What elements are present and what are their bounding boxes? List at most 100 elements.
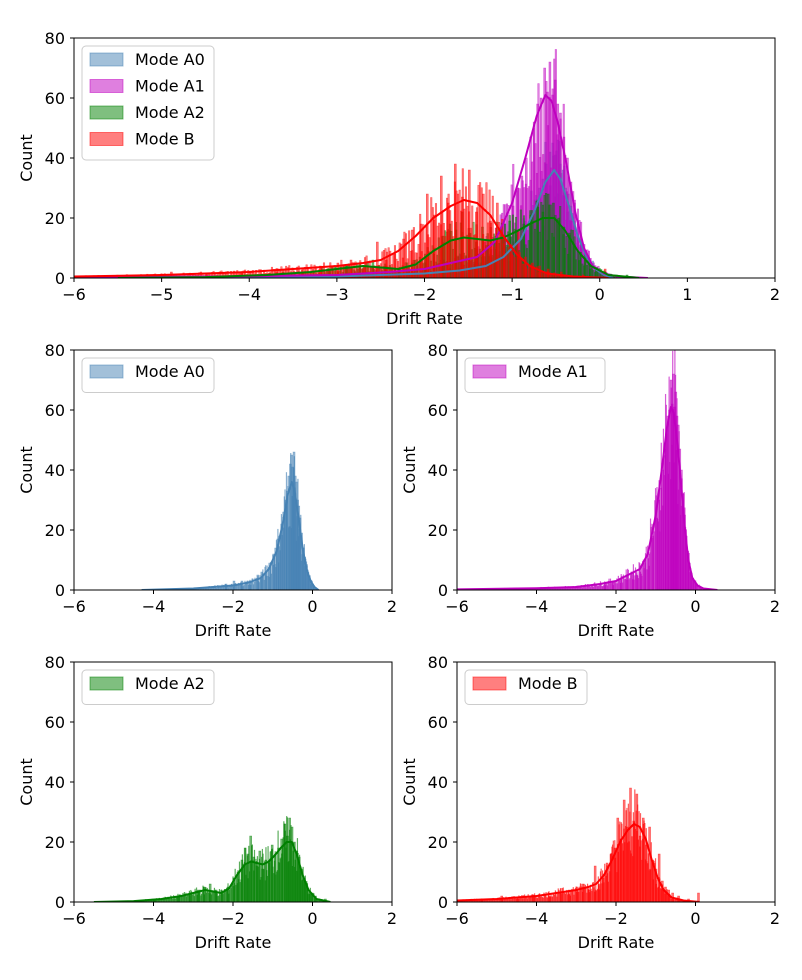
hist-bar [297,856,301,902]
hist-bar [491,195,494,278]
hist-bar [433,214,436,278]
hist-bar [559,112,562,278]
x-tick-label: −6 [62,909,86,928]
x-axis-label: Drift Rate [578,621,655,640]
x-axis-label: Drift Rate [386,309,463,328]
x-tick-label: −6 [62,597,86,616]
y-tick-label: 60 [428,713,448,732]
y-tick-label: 40 [428,773,448,792]
hist-bar [659,487,662,590]
hist-bar [482,193,485,278]
hist-bar [566,157,569,278]
legend-swatch [472,676,507,691]
hist-bar [267,862,271,902]
x-tick-label: −4 [525,597,549,616]
x-axis-label: Drift Rate [578,933,655,952]
x-tick-label: 0 [307,909,317,928]
hist-bar [655,517,658,590]
hist-bar [404,233,408,278]
hist-bar [249,835,252,902]
hist-bar [349,259,353,278]
legend-label: Mode A0 [135,50,205,69]
hist-bar [244,269,247,278]
bars-mode-a0 [154,451,318,590]
hist-bar [635,574,639,590]
legend: Mode B [464,669,588,705]
legend-swatch [472,364,507,379]
x-tick-label: 2 [770,597,780,616]
hist-bar [551,94,554,278]
x-tick-label: −5 [150,285,174,304]
y-tick-label: 40 [45,773,65,792]
hist-bar [548,895,551,902]
x-axis-label: Drift Rate [195,621,272,640]
plot-area [93,816,331,902]
y-axis-label: Count [17,446,36,494]
hist-bar [419,223,423,278]
y-tick-label: 80 [45,653,65,672]
hist-bar [638,835,642,902]
hist-bar [536,103,539,278]
hist-bar [544,193,548,278]
x-tick-label: 0 [307,597,317,616]
y-tick-label: 20 [428,833,448,852]
hist-bar [609,853,613,902]
legend-swatch [89,364,124,379]
x-tick-label: −2 [604,597,628,616]
hist-bar [336,262,340,278]
x-tick-label: −2 [221,597,245,616]
hist-bar [232,877,236,902]
hist-bar [541,211,545,278]
hist-bar [531,262,534,278]
hist-bar [697,892,700,902]
hist-bar [557,217,560,278]
hist-bar [546,91,549,278]
y-tick-label: 60 [45,713,65,732]
hist-bar [290,826,294,902]
x-tick-label: 2 [387,909,397,928]
y-tick-label: 80 [428,341,448,360]
hist-bar [548,61,552,278]
hist-bar [440,175,443,278]
x-tick-label: −4 [525,909,549,928]
hist-bar [562,136,566,278]
hist-bar [626,826,629,902]
hist-bar [651,535,655,590]
hist-bar [258,850,262,902]
x-tick-label: 2 [387,597,397,616]
hist-bar [605,862,609,902]
y-tick-label: 60 [428,401,448,420]
x-tick-label: −2 [413,285,437,304]
y-tick-label: 60 [45,89,65,108]
hist-bar [543,67,546,278]
hist-bar [516,898,519,902]
y-tick-label: 80 [45,341,65,360]
hist-bar [603,583,607,590]
x-tick-label: 0 [690,909,700,928]
hist-bar [576,886,579,902]
hist-bar [616,817,620,902]
hist-bar [496,202,499,278]
hist-bar [601,877,605,902]
hist-bar [202,886,206,902]
hist-bar [524,256,527,278]
legend-label: Mode A0 [135,362,205,381]
y-tick-label: 80 [428,653,448,672]
x-tick-label: −6 [445,597,469,616]
y-axis-label: Count [400,446,419,494]
legend-label: Mode A1 [518,362,588,381]
hist-bar [631,571,635,590]
x-tick-label: −6 [62,285,86,304]
hist-bar [568,889,571,902]
hist-bar [567,232,571,278]
plot-area [457,350,718,590]
hist-bar [411,229,414,278]
hist-bar [632,820,635,902]
legend: Mode A0 [81,357,215,393]
legend-label: Mode B [135,130,195,149]
kde-line-mode-a1 [74,94,648,278]
hist-bar [277,847,280,902]
hist-bar [581,883,585,902]
